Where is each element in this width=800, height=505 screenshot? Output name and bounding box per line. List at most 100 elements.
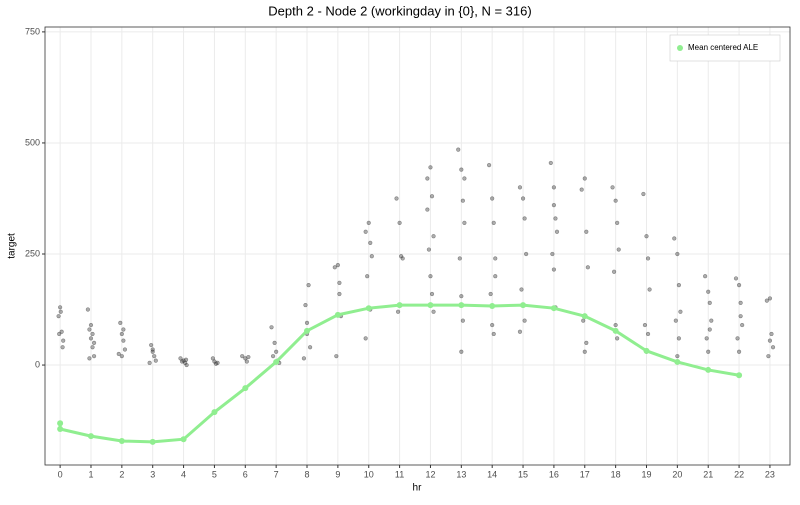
data-point: [645, 256, 651, 261]
ale-point: [180, 436, 187, 443]
ale-point: [520, 302, 527, 309]
data-point: [770, 345, 776, 350]
data-point: [119, 331, 124, 337]
data-point: [582, 349, 587, 354]
data-point: [524, 251, 529, 257]
data-point: [585, 265, 590, 270]
data-point: [272, 340, 277, 345]
data-point: [733, 276, 739, 281]
ale-point: [57, 420, 64, 427]
y-tick-label: 500: [25, 137, 40, 147]
data-point: [428, 165, 433, 170]
ale-point: [118, 438, 125, 445]
x-tick-label: 18: [611, 469, 621, 479]
data-point: [517, 185, 523, 190]
data-point: [246, 354, 251, 360]
data-point: [704, 336, 709, 341]
data-point: [397, 220, 402, 226]
data-point: [394, 196, 399, 201]
data-point: [58, 309, 63, 314]
data-point: [738, 300, 743, 305]
data-point: [491, 331, 496, 337]
data-point: [584, 229, 589, 234]
x-tick-label: 3: [150, 469, 155, 479]
data-point: [490, 322, 495, 328]
data-point: [707, 327, 712, 332]
data-point: [363, 229, 368, 234]
x-tick-label: 20: [672, 469, 682, 479]
x-tick-label: 14: [487, 469, 497, 479]
data-point: [493, 274, 498, 279]
data-point: [332, 265, 337, 270]
data-point: [522, 216, 527, 221]
data-point: [116, 351, 121, 357]
y-tick-label: 250: [25, 248, 40, 258]
x-tick-label: 8: [305, 469, 310, 479]
data-point: [431, 234, 436, 239]
data-point: [584, 340, 589, 345]
data-point: [675, 354, 680, 359]
data-point: [738, 314, 743, 319]
data-point: [429, 194, 435, 199]
ale-point: [365, 305, 372, 312]
data-point: [121, 338, 126, 343]
data-point: [184, 362, 189, 368]
data-point: [306, 282, 311, 288]
ale-point: [304, 327, 311, 334]
data-point: [303, 302, 308, 308]
data-point: [91, 340, 97, 345]
data-point: [551, 185, 557, 190]
data-point: [369, 254, 374, 259]
x-tick-label: 15: [518, 469, 528, 479]
x-tick-label: 19: [641, 469, 651, 479]
data-point: [615, 336, 620, 341]
chart-title: Depth 2 - Node 2 (workingday in {0}, N =…: [268, 3, 531, 18]
data-point: [274, 349, 279, 354]
data-point: [152, 354, 157, 359]
data-point: [269, 325, 274, 330]
data-point: [641, 191, 646, 197]
data-point: [706, 289, 711, 294]
x-tick-label: 6: [243, 469, 248, 479]
data-point: [429, 291, 435, 297]
data-point: [91, 354, 97, 359]
data-point: [488, 291, 493, 297]
data-point: [767, 338, 773, 343]
data-point: [706, 349, 711, 354]
data-point: [522, 318, 527, 323]
x-tick-label: 7: [274, 469, 279, 479]
data-point: [426, 247, 432, 252]
ale-point: [396, 302, 403, 309]
ale-point: [57, 426, 64, 433]
data-point: [613, 322, 618, 328]
data-point: [579, 187, 584, 192]
data-point: [703, 274, 708, 279]
data-point: [740, 322, 745, 328]
ale-line: [58, 303, 740, 444]
data-point: [709, 318, 714, 323]
data-point: [90, 345, 95, 350]
data-point: [490, 196, 495, 201]
x-tick-label: 9: [335, 469, 340, 479]
data-point: [88, 336, 94, 341]
x-tick-label: 1: [88, 469, 93, 479]
data-point: [582, 176, 587, 181]
data-point: [766, 354, 771, 359]
data-point: [61, 338, 66, 343]
x-tick-label: 10: [364, 469, 374, 479]
data-point: [764, 298, 769, 303]
data-point: [368, 240, 373, 245]
x-tick-label: 23: [765, 469, 775, 479]
x-tick-label: 2: [119, 469, 124, 479]
data-point: [90, 331, 95, 337]
data-point: [550, 251, 555, 257]
ale-point: [705, 366, 712, 373]
ale-point: [612, 327, 619, 334]
ale-point: [273, 358, 280, 365]
data-point: [644, 234, 649, 239]
data-point: [425, 176, 430, 181]
data-point: [462, 176, 467, 181]
data-point: [119, 354, 124, 359]
data-point: [736, 349, 742, 354]
x-tick-label: 21: [703, 469, 713, 479]
